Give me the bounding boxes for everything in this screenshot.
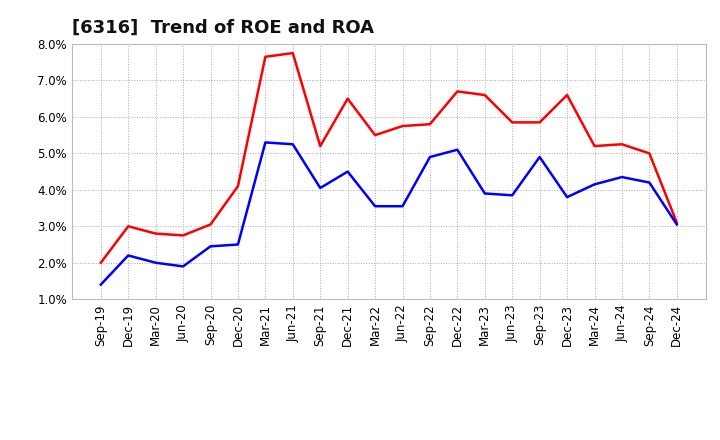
ROA bbox=[261, 140, 270, 145]
ROE bbox=[536, 120, 544, 125]
ROA bbox=[618, 174, 626, 180]
ROA bbox=[508, 193, 516, 198]
ROE bbox=[206, 222, 215, 227]
ROA bbox=[590, 182, 599, 187]
ROA bbox=[233, 242, 242, 247]
ROA bbox=[480, 191, 489, 196]
ROA bbox=[316, 185, 325, 191]
ROA bbox=[453, 147, 462, 152]
ROA bbox=[672, 222, 681, 227]
Line: ROE: ROE bbox=[101, 53, 677, 263]
ROE bbox=[371, 132, 379, 138]
ROA bbox=[563, 194, 572, 200]
ROE bbox=[261, 54, 270, 59]
ROE bbox=[645, 151, 654, 156]
ROE bbox=[96, 260, 105, 265]
ROE bbox=[316, 143, 325, 149]
ROA bbox=[96, 282, 105, 287]
ROE bbox=[480, 92, 489, 98]
ROE bbox=[124, 224, 132, 229]
ROE bbox=[508, 120, 516, 125]
ROE bbox=[151, 231, 160, 236]
ROE bbox=[343, 96, 352, 101]
ROA bbox=[426, 154, 434, 160]
ROE bbox=[426, 121, 434, 127]
ROA bbox=[343, 169, 352, 174]
Legend: ROE, ROA: ROE, ROA bbox=[300, 439, 478, 440]
ROA bbox=[645, 180, 654, 185]
ROA bbox=[124, 253, 132, 258]
ROE bbox=[179, 233, 187, 238]
ROA bbox=[151, 260, 160, 265]
ROA bbox=[179, 264, 187, 269]
ROE bbox=[563, 92, 572, 98]
ROA bbox=[536, 154, 544, 160]
ROE bbox=[590, 143, 599, 149]
Text: [6316]  Trend of ROE and ROA: [6316] Trend of ROE and ROA bbox=[72, 19, 374, 37]
Line: ROA: ROA bbox=[101, 143, 677, 285]
ROA bbox=[289, 142, 297, 147]
ROA bbox=[206, 244, 215, 249]
ROA bbox=[371, 204, 379, 209]
ROA bbox=[398, 204, 407, 209]
ROE bbox=[289, 51, 297, 56]
ROE bbox=[672, 220, 681, 225]
ROE bbox=[233, 183, 242, 189]
ROE bbox=[618, 142, 626, 147]
ROE bbox=[398, 123, 407, 128]
ROE bbox=[453, 89, 462, 94]
